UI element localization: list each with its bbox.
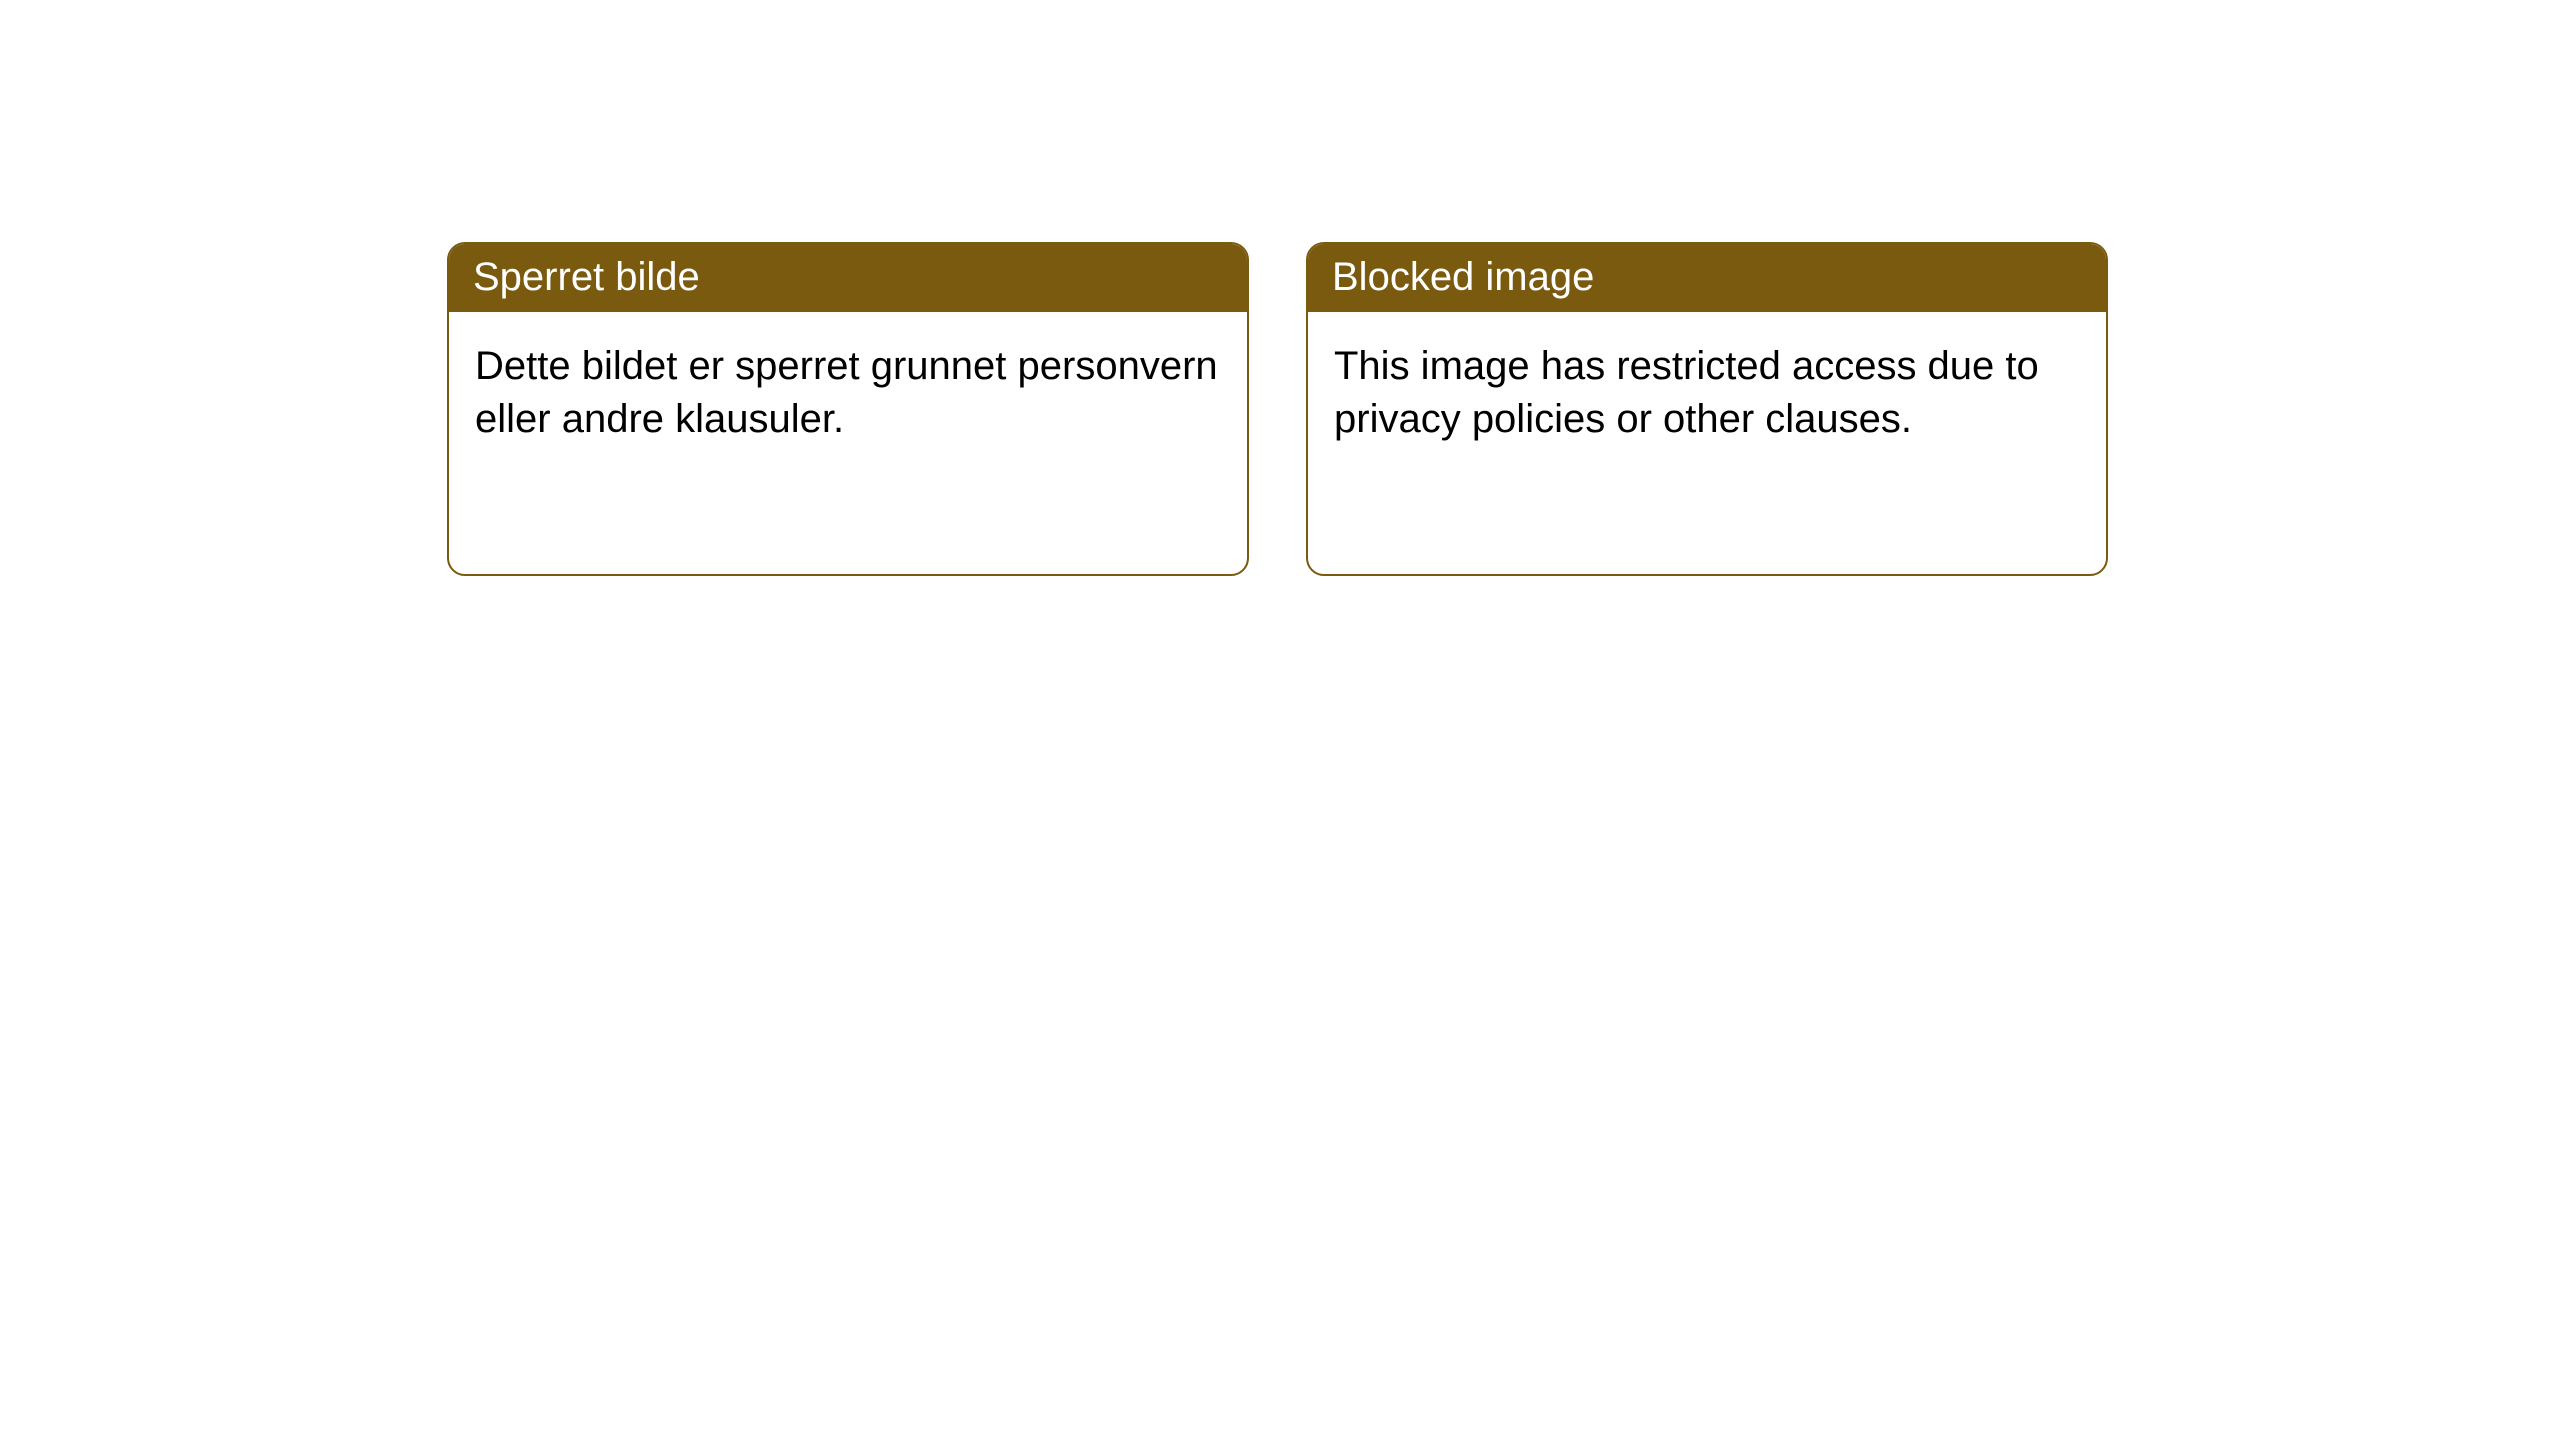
card-header: Blocked image xyxy=(1308,244,2106,312)
notice-cards-container: Sperret bilde Dette bildet er sperret gr… xyxy=(447,242,2108,576)
card-header: Sperret bilde xyxy=(449,244,1247,312)
card-title: Sperret bilde xyxy=(473,255,700,299)
notice-card-english: Blocked image This image has restricted … xyxy=(1306,242,2108,576)
card-body-text: This image has restricted access due to … xyxy=(1334,344,2039,441)
card-body: This image has restricted access due to … xyxy=(1308,312,2106,474)
notice-card-norwegian: Sperret bilde Dette bildet er sperret gr… xyxy=(447,242,1249,576)
card-body-text: Dette bildet er sperret grunnet personve… xyxy=(475,344,1218,441)
card-title: Blocked image xyxy=(1332,255,1594,299)
card-body: Dette bildet er sperret grunnet personve… xyxy=(449,312,1247,474)
